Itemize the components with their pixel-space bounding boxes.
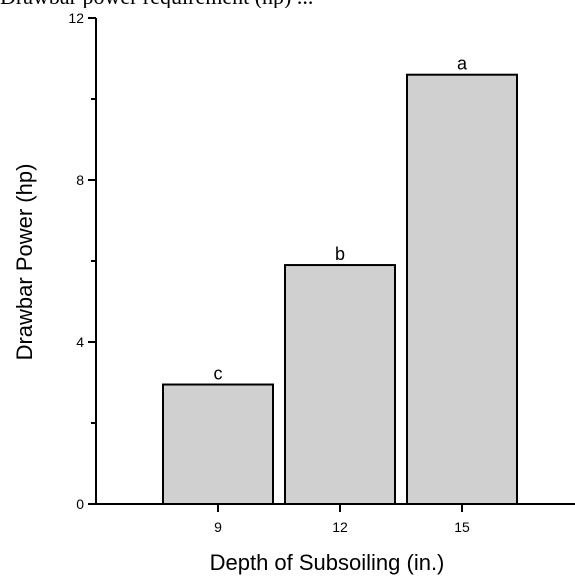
x-tick-label: 15 — [454, 519, 470, 535]
y-axis: 0 4 8 12 — [68, 10, 97, 512]
y-tick-label: 4 — [76, 334, 84, 350]
bars-group — [162, 73, 518, 505]
bar-12 — [284, 264, 396, 505]
bar-significance-label: b — [335, 244, 345, 264]
bar-9 — [162, 383, 274, 505]
y-tick-label: 0 — [76, 496, 84, 512]
bar-significance-label: c — [214, 364, 223, 384]
bar-significance-label: a — [457, 54, 468, 74]
y-axis-title: Drawbar Power (hp) — [12, 164, 37, 361]
y-tick-label: 8 — [76, 172, 84, 188]
y-tick-label: 12 — [68, 10, 84, 26]
bar-15 — [406, 73, 518, 505]
x-tick-label: 12 — [332, 519, 348, 535]
x-axis: 9 12 15 — [96, 503, 575, 535]
x-axis-title: Depth of Subsoiling (in.) — [210, 550, 445, 575]
cropped-header-text: Drawbar power requirement (hp) ... — [0, 0, 575, 8]
x-tick-label: 9 — [214, 519, 222, 535]
bar-labels-group: c b a — [214, 54, 468, 384]
